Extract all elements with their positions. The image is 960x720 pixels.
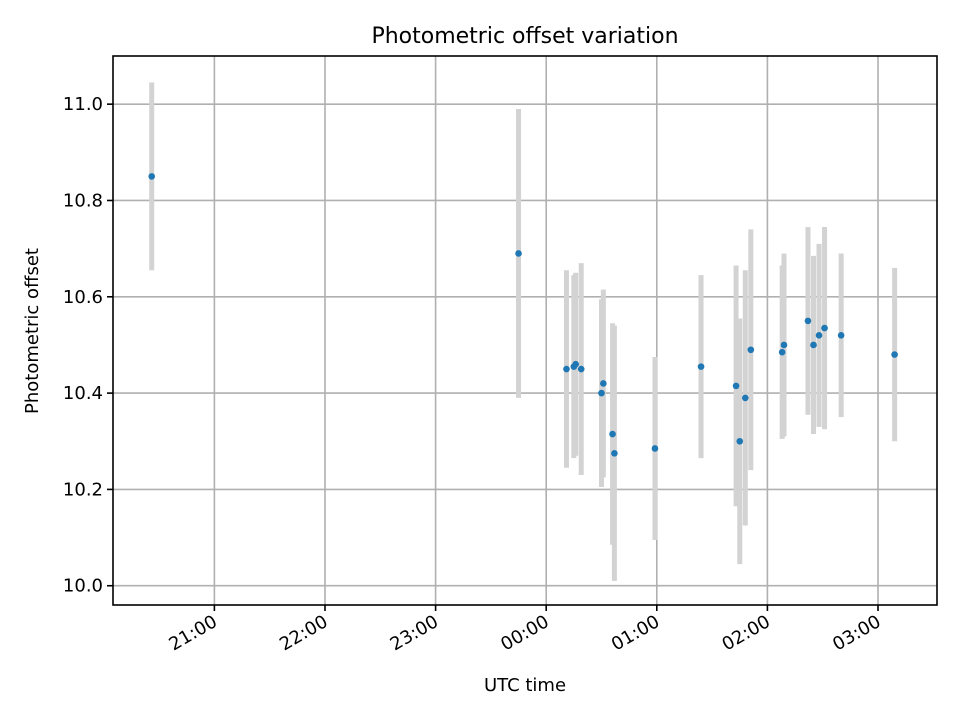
data-point — [837, 332, 845, 339]
y-tick-label: 11.0 — [63, 94, 103, 115]
data-point — [780, 341, 788, 349]
data-point — [891, 351, 898, 358]
data-point — [577, 365, 585, 373]
y-tick-label: 10.8 — [63, 190, 103, 211]
data-point — [804, 317, 812, 325]
y-axis-ticks: 10.0 10.2 10.4 10.6 10.8 11.0 — [63, 94, 113, 597]
data-points — [148, 173, 898, 457]
data-point — [515, 250, 522, 257]
data-point — [572, 360, 579, 368]
data-point — [732, 382, 740, 390]
data-point — [598, 389, 605, 397]
data-point — [563, 365, 570, 373]
data-point — [741, 394, 749, 402]
data-point — [609, 430, 616, 438]
data-point — [611, 450, 618, 457]
y-tick-label: 10.4 — [63, 383, 103, 404]
data-point — [736, 437, 744, 445]
data-point — [810, 341, 817, 349]
data-point — [815, 332, 823, 339]
data-point — [697, 363, 705, 370]
data-point — [148, 173, 156, 180]
y-axis-label: Photometric offset — [22, 248, 43, 414]
y-tick-label: 10.0 — [63, 576, 103, 597]
chart-title: Photometric offset variation — [371, 24, 678, 49]
y-tick-label: 10.6 — [63, 287, 103, 308]
grid — [113, 56, 937, 605]
data-point — [600, 380, 607, 387]
data-point — [821, 324, 828, 332]
y-tick-label: 10.2 — [63, 479, 103, 500]
plot-frame — [112, 55, 938, 606]
data-point — [747, 346, 755, 354]
data-point — [778, 348, 786, 356]
data-point — [651, 445, 659, 452]
x-axis-label: UTC time — [484, 675, 566, 696]
